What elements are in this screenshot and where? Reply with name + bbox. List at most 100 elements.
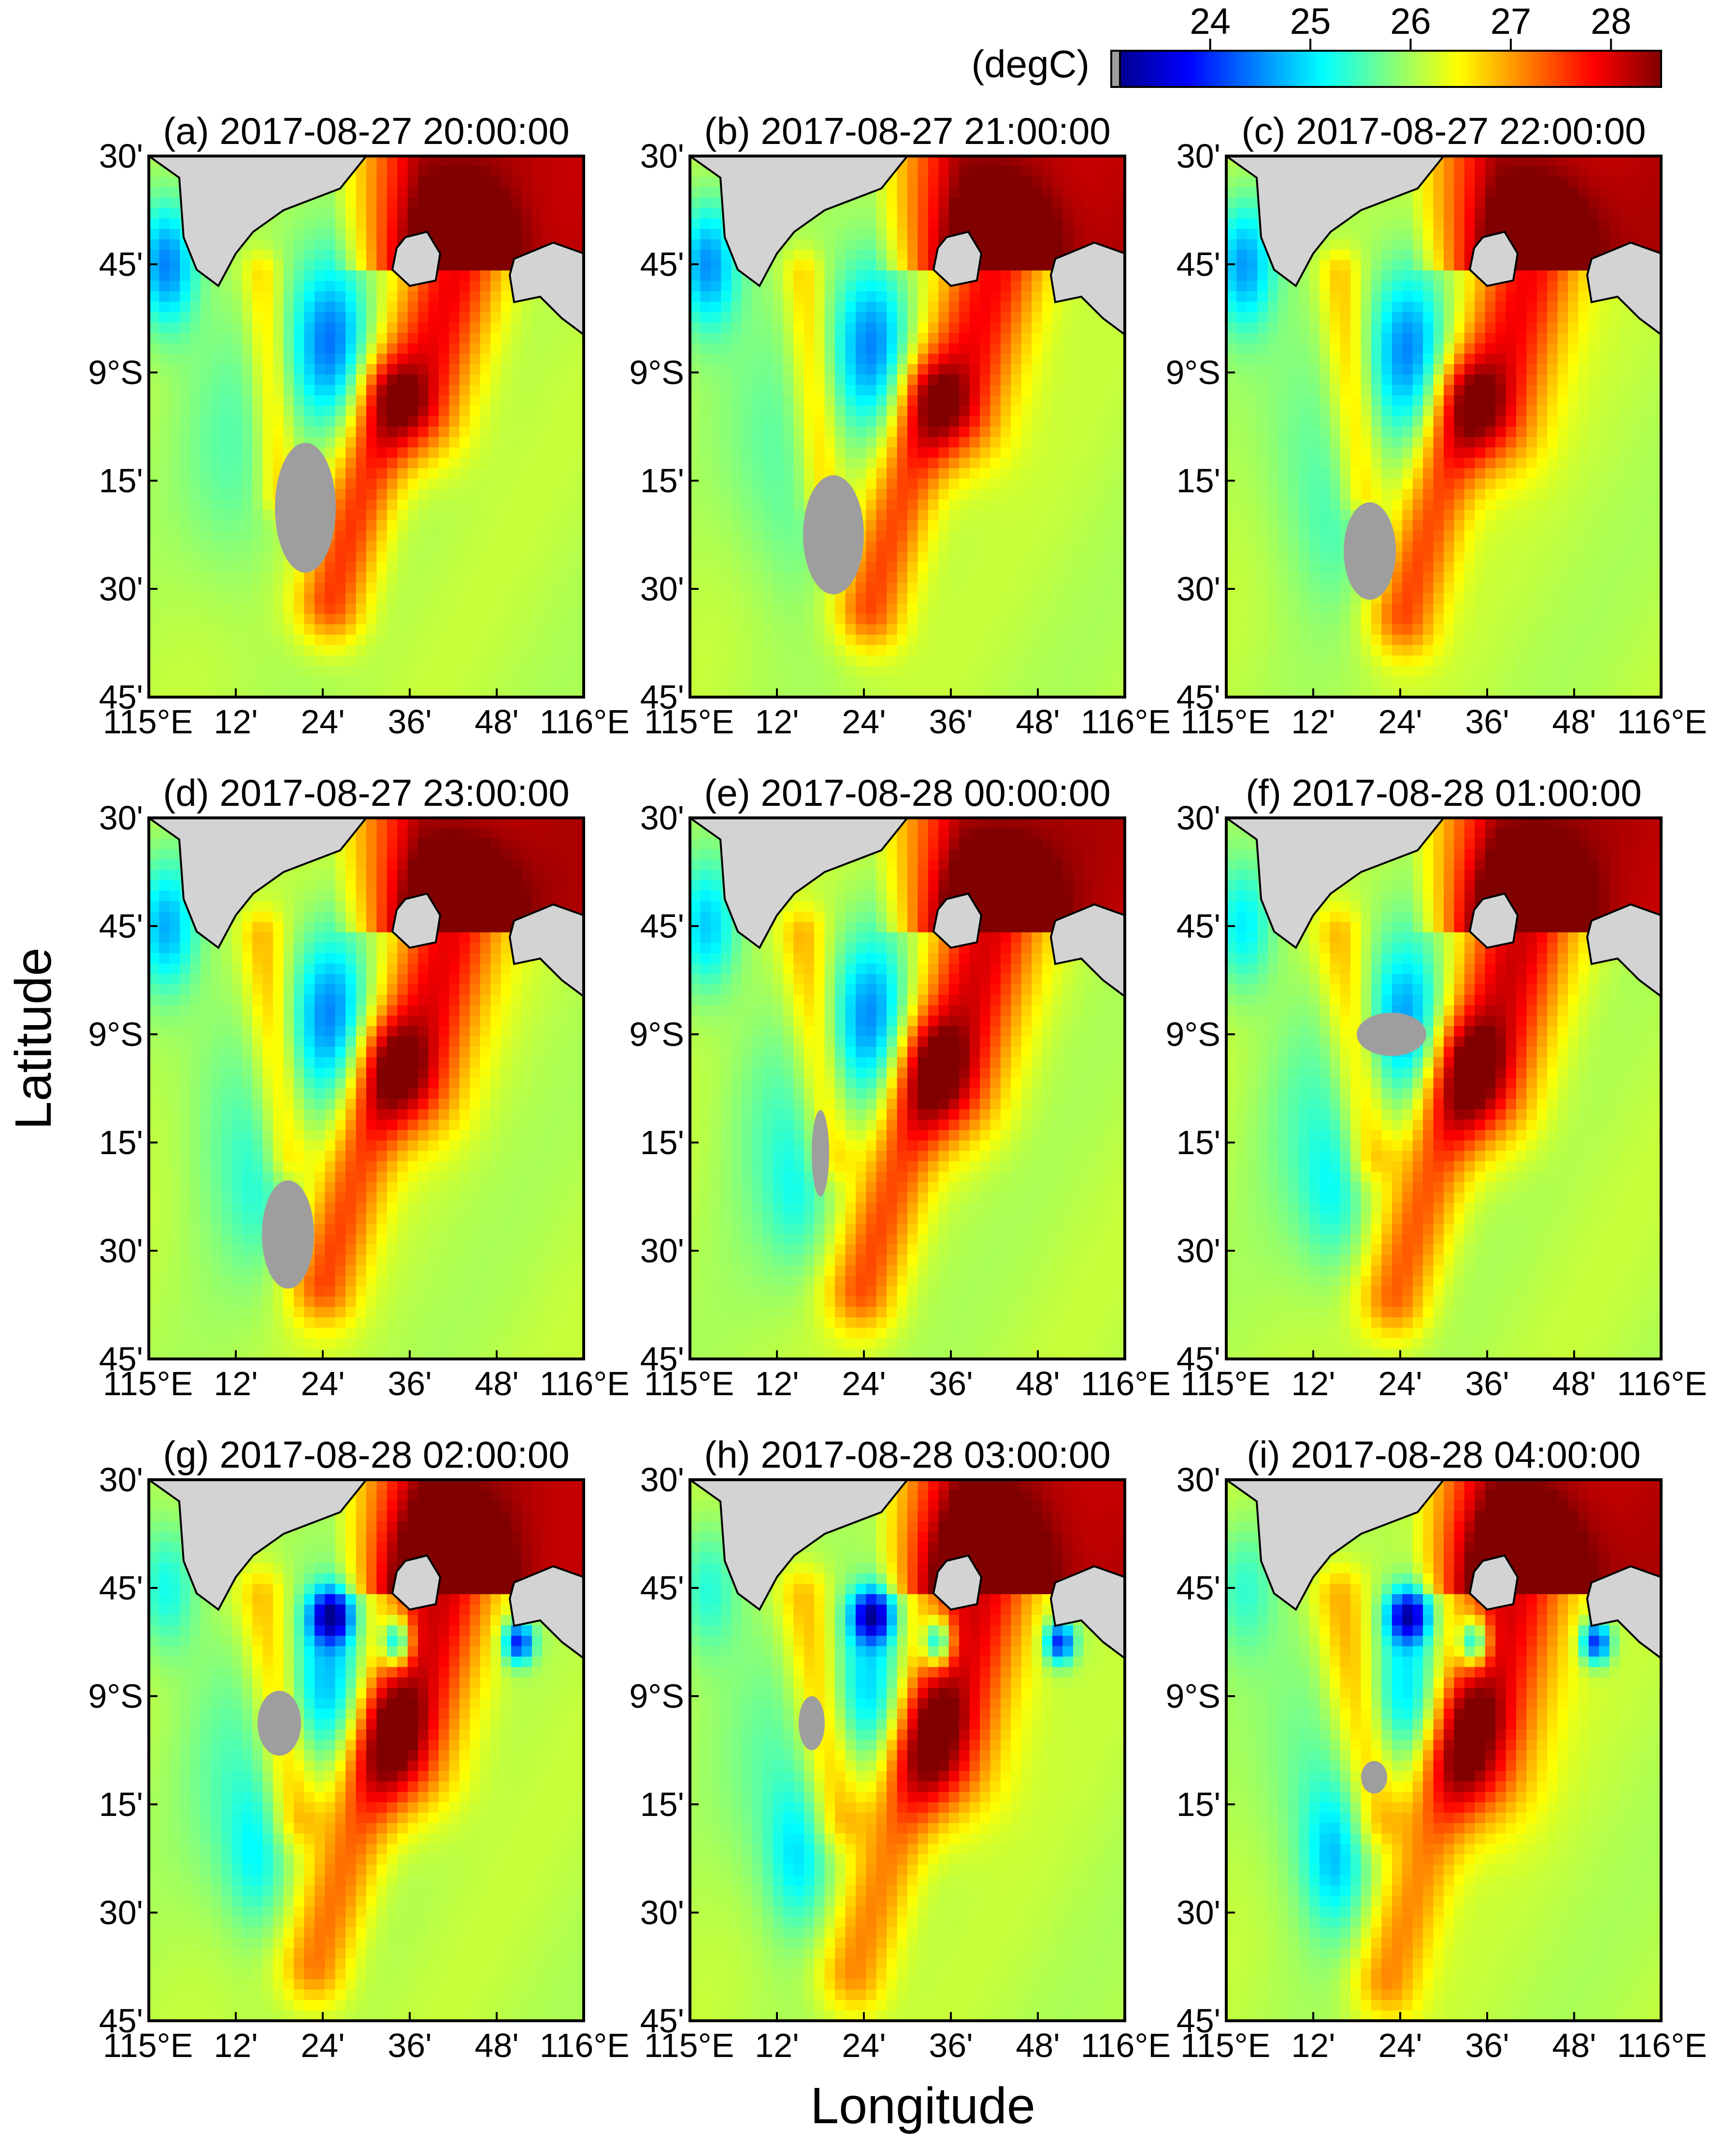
sst-cell — [262, 686, 273, 697]
sst-cell — [938, 614, 949, 625]
sst-cell — [928, 593, 939, 604]
sst-cell — [1042, 166, 1053, 177]
sst-cell — [231, 686, 243, 697]
sst-cell — [793, 520, 804, 531]
sst-cell — [418, 634, 429, 646]
sst-cell — [897, 312, 908, 323]
sst-cell — [1340, 249, 1351, 261]
sst-cell — [835, 343, 846, 354]
sst-cell — [855, 614, 867, 625]
sst-cell — [918, 218, 929, 229]
sst-cell — [262, 530, 273, 542]
sst-cell — [480, 510, 491, 521]
sst-cell — [1021, 624, 1032, 635]
sst-cell — [710, 405, 722, 417]
sst-cell — [990, 385, 1001, 396]
sst-cell — [366, 270, 377, 282]
sst-cell — [710, 385, 722, 396]
sst-cell — [980, 218, 991, 229]
sst-cell — [1485, 166, 1496, 177]
sst-cell — [938, 551, 949, 562]
sst-cell — [459, 156, 471, 167]
sst-cell — [149, 395, 160, 406]
sst-cell — [428, 510, 439, 521]
sst-cell — [855, 312, 867, 323]
sst-cell — [793, 624, 804, 635]
sst-cell — [1011, 260, 1022, 271]
sst-cell — [1104, 177, 1115, 188]
sst-cell — [814, 291, 825, 302]
sst-cell — [731, 405, 742, 417]
sst-cell — [814, 395, 825, 406]
sst-cell — [1454, 208, 1465, 219]
sst-cell — [752, 291, 763, 302]
sst-cell — [1042, 291, 1053, 302]
sst-cell — [783, 354, 794, 365]
sst-cell — [959, 655, 970, 667]
sst-cell — [356, 437, 367, 448]
sst-cell — [387, 530, 398, 542]
sst-cell — [907, 614, 918, 625]
sst-cell — [511, 239, 522, 250]
sst-cell — [366, 322, 377, 333]
sst-cell — [959, 499, 970, 511]
sst-cell — [1083, 583, 1094, 594]
sst-cell — [1371, 229, 1382, 240]
sst-cell — [242, 447, 253, 458]
sst-cell — [252, 395, 263, 406]
sst-cell — [221, 457, 232, 469]
sst-cell — [1402, 270, 1413, 282]
sst-cell — [1371, 208, 1382, 219]
sst-cell — [211, 354, 222, 365]
sst-cell — [169, 645, 181, 656]
sst-cell — [845, 457, 856, 469]
sst-cell — [294, 281, 305, 292]
sst-cell — [397, 281, 408, 292]
x-tick-label: 116°E — [540, 703, 630, 741]
sst-cell — [459, 198, 471, 209]
sst-cell — [294, 614, 305, 625]
sst-cell — [1073, 468, 1084, 479]
sst-cell — [1093, 427, 1105, 438]
sst-cell — [407, 510, 418, 521]
sst-cell — [573, 624, 584, 635]
sst-cell — [752, 676, 763, 687]
sst-field — [1226, 156, 1661, 697]
sst-cell — [521, 198, 532, 209]
sst-cell — [887, 624, 898, 635]
sst-cell — [824, 634, 835, 646]
sst-cell — [552, 520, 563, 531]
sst-cell — [159, 666, 170, 677]
sst-cell — [773, 624, 784, 635]
sst-cell — [521, 301, 532, 313]
sst-cell — [700, 593, 711, 604]
sst-cell — [773, 301, 784, 313]
sst-cell — [1073, 187, 1084, 198]
sst-cell — [273, 260, 284, 271]
sst-cell — [366, 551, 377, 562]
sst-cell — [1011, 562, 1022, 573]
sst-cell — [283, 239, 294, 250]
sst-cell — [1609, 229, 1621, 240]
sst-cell — [149, 270, 160, 282]
sst-cell — [938, 530, 949, 542]
sst-cell — [242, 520, 253, 531]
sst-cell — [262, 478, 273, 489]
sst-cell — [1104, 676, 1115, 687]
sst-cell — [876, 447, 887, 458]
sst-cell — [1536, 249, 1548, 261]
sst-cell — [231, 593, 243, 604]
land-island — [391, 230, 442, 287]
sst-cell — [948, 395, 960, 406]
sst-cell — [376, 249, 387, 261]
sst-cell — [459, 260, 471, 271]
sst-cell — [480, 291, 491, 302]
sst-cell — [814, 603, 825, 614]
sst-cell — [1392, 239, 1403, 250]
sst-cell — [273, 239, 284, 250]
sst-cell — [690, 385, 701, 396]
nodata-patch — [275, 443, 336, 573]
sst-cell — [938, 301, 949, 313]
sst-cell — [700, 333, 711, 344]
sst-cell — [273, 624, 284, 635]
